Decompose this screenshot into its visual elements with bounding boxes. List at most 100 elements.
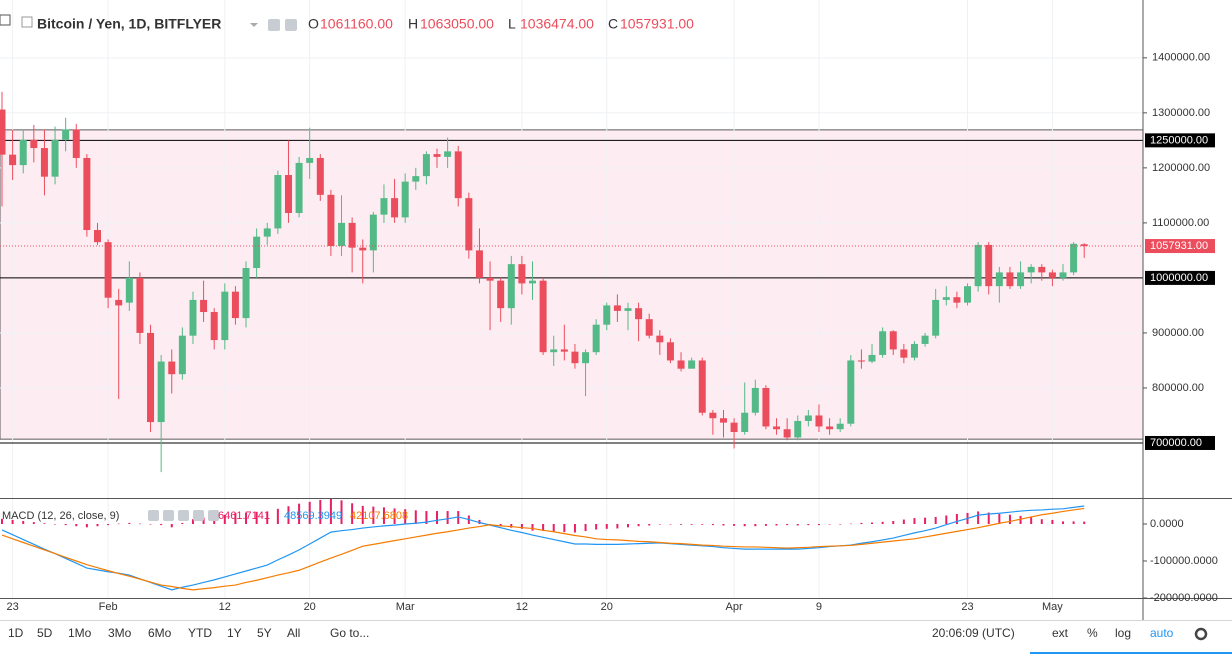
range-button[interactable]: 5Y [257, 626, 272, 640]
candle-body [454, 151, 462, 199]
histogram-bar [807, 524, 810, 526]
candle-body [932, 299, 940, 336]
range-button[interactable]: 6Mo [148, 626, 172, 640]
candle-body [1027, 266, 1035, 273]
histogram-bar [117, 523, 120, 525]
candle-body [995, 272, 1003, 287]
histogram-bar [149, 524, 152, 525]
histogram-bar [160, 524, 163, 526]
candle-body [794, 420, 802, 438]
histogram-bar [860, 522, 863, 524]
y-tick-label: 1200000.00 [1152, 162, 1210, 174]
scale-option[interactable]: log [1115, 626, 1131, 640]
x-tick-label: 20 [304, 601, 316, 613]
eye-icon[interactable] [268, 19, 280, 31]
range-button[interactable]: YTD [188, 626, 212, 640]
range-button[interactable]: 5D [37, 626, 53, 640]
histogram-bar [11, 519, 14, 525]
ohlc-key: O [308, 16, 319, 32]
chart-title: Bitcoin / Yen, 1D, BITFLYER [37, 16, 221, 32]
candle-body [401, 181, 409, 218]
range-button[interactable]: All [287, 626, 300, 640]
histogram-bar [754, 524, 757, 527]
level-tag [1145, 435, 1215, 450]
histogram-bar [510, 524, 513, 528]
range-button[interactable]: 1Y [227, 626, 242, 640]
candle-body [412, 176, 420, 182]
candle-body [507, 264, 515, 309]
histogram-bar [934, 516, 937, 524]
level-tag [1145, 133, 1215, 148]
dropdown-icon[interactable] [250, 23, 258, 27]
candle-body [200, 299, 208, 313]
marks [0, 91, 1143, 591]
candle-body [189, 299, 197, 336]
y-tick-label: -100000.0000 [1150, 555, 1218, 567]
y-tick-label: 1300000.00 [1152, 107, 1210, 119]
range-button[interactable]: 1D [8, 626, 24, 640]
histogram-bar [913, 518, 916, 524]
candle-body [136, 277, 144, 333]
macd-legend-value: 6461.7141 [218, 510, 270, 522]
histogram-bar [319, 499, 322, 524]
histogram-bar [361, 505, 364, 525]
histogram-bar [1, 518, 3, 525]
candle-body [284, 175, 292, 213]
candle-body [751, 387, 759, 413]
collapse-icon[interactable] [0, 14, 11, 26]
settings-icon[interactable] [163, 510, 174, 521]
candle-body [274, 175, 282, 229]
histogram-bar [393, 508, 396, 525]
histogram-bar [881, 521, 884, 524]
x-tick-label: May [1042, 601, 1063, 613]
histogram-bar [871, 522, 874, 524]
more-icon[interactable] [193, 510, 204, 521]
candle-body [1080, 244, 1088, 247]
range-button[interactable]: 1Mo [68, 626, 92, 640]
histogram-bar [1040, 519, 1043, 525]
histogram-bar [775, 524, 778, 526]
histogram-bar [22, 521, 25, 525]
histogram-bar [584, 524, 587, 532]
settings-icon[interactable] [285, 19, 297, 31]
histogram-bar [945, 515, 948, 525]
histogram-bar [711, 524, 714, 526]
candle-body [1059, 272, 1067, 278]
histogram-bar [54, 524, 57, 525]
goto-button[interactable]: Go to... [330, 626, 369, 640]
candle-body [178, 335, 186, 375]
candle-body [688, 360, 696, 369]
histogram-bar [245, 512, 248, 524]
candle-body [677, 360, 685, 369]
range-button[interactable]: 3Mo [108, 626, 132, 640]
ohlc-legend: O 1061160.00 H 1063050.00 L 1036474.00 C 105793… [308, 16, 694, 32]
scale-option[interactable]: ext [1052, 626, 1069, 640]
candle-body [741, 412, 749, 432]
source-icon[interactable] [178, 510, 189, 521]
candle-body [348, 222, 356, 248]
candle-body [953, 297, 961, 303]
ohlc-key: C [608, 16, 618, 32]
close-icon[interactable] [208, 510, 219, 521]
candle-body [730, 422, 738, 432]
candle-body [62, 129, 70, 140]
candle-body [624, 308, 632, 311]
histogram-bar [680, 524, 683, 525]
histogram-bar [287, 506, 290, 525]
level-label: 1000000.00 [1150, 272, 1208, 284]
candle-body [465, 198, 473, 251]
candle-body [391, 198, 399, 218]
x-tick-label: Feb [99, 601, 118, 613]
histogram-bar [64, 524, 67, 526]
eye-icon[interactable] [148, 510, 159, 521]
scale-option[interactable]: auto [1150, 626, 1174, 640]
histogram-bar [552, 524, 555, 532]
candle-body [635, 308, 643, 320]
settings-gear[interactable] [1194, 627, 1208, 641]
macd-title: MACD (12, 26, close, 9) [2, 510, 119, 522]
histogram-bar [849, 523, 852, 525]
scale-option[interactable]: % [1087, 626, 1098, 640]
x-tick-label: 12 [516, 601, 528, 613]
y-tick-label: 1400000.00 [1152, 52, 1210, 64]
